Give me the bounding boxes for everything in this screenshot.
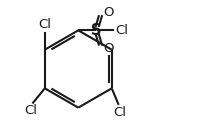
Text: Cl: Cl xyxy=(38,18,51,31)
Text: O: O xyxy=(103,6,114,19)
Text: Cl: Cl xyxy=(25,104,38,117)
Text: Cl: Cl xyxy=(113,106,127,119)
Text: Cl: Cl xyxy=(115,24,128,37)
Text: S: S xyxy=(91,23,102,38)
Text: O: O xyxy=(103,42,114,55)
